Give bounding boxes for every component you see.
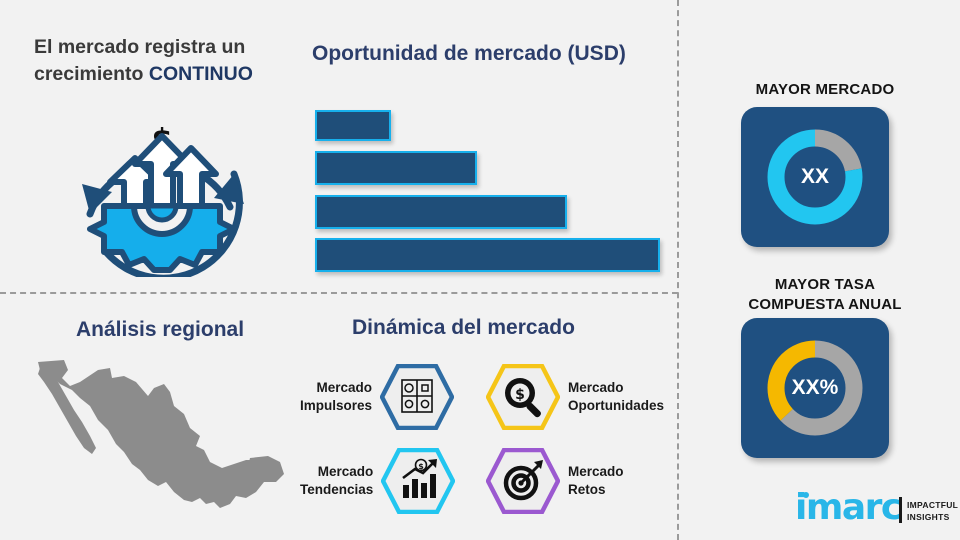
logo-separator-bar	[899, 497, 902, 523]
bar-4	[315, 238, 660, 272]
magnifier-dollar-target-icon: $	[485, 363, 561, 431]
largest-market-donut-card: XX	[741, 107, 889, 247]
highest-cagr-donut-card: XX%	[741, 318, 889, 458]
opportunity-bar-chart	[315, 110, 660, 272]
largest-market-donut	[767, 129, 863, 225]
target-arrow-icon	[485, 447, 561, 515]
growth-heading-accent: CONTINUO	[148, 62, 253, 85]
growth-heading-line2: crecimiento	[34, 62, 149, 85]
highest-cagr-title: MAYOR TASA COMPUESTA ANUAL	[748, 276, 902, 314]
bar-chart-growth-icon: $	[380, 447, 456, 515]
growth-heading-line1: El mercado registra un	[34, 36, 246, 58]
vertical-divider	[677, 0, 679, 540]
puzzle-pieces-icon	[379, 363, 455, 431]
opportunity-title: Oportunidad de mercado (USD)	[312, 42, 626, 65]
dynamics-item-impulsores[interactable]: Mercado Impulsores	[300, 363, 455, 431]
dynamics-item-oportunidades[interactable]: $ Mercado Oportunidades	[485, 363, 665, 431]
svg-text:$: $	[515, 387, 525, 403]
dynamics-item-tendencias[interactable]: Mercado Tendencias $	[300, 447, 456, 515]
dynamics-title: Dinámica del mercado	[352, 316, 575, 339]
largest-market-title: MAYOR MERCADO	[755, 81, 895, 98]
bar-1	[315, 110, 391, 141]
bar-2	[315, 151, 478, 185]
highest-cagr-donut	[767, 340, 863, 436]
horizontal-divider	[0, 292, 678, 294]
dynamics-item-retos[interactable]: Mercado Retos	[485, 447, 624, 515]
imarc-logo: imarc IMPACTFUL INSIGHTS	[795, 490, 958, 532]
dynamics-label-impulsores: Mercado Impulsores	[300, 379, 373, 413]
logo-dot-icon	[803, 492, 809, 498]
dynamics-label-oportunidades: Mercado Oportunidades	[568, 379, 665, 413]
dynamics-label-tendencias: Mercado Tendencias	[300, 463, 374, 497]
logo-tagline: IMPACTFUL INSIGHTS	[907, 500, 959, 523]
region-title: Análisis regional	[76, 318, 245, 341]
svg-text:$: $	[418, 462, 424, 471]
growth-gear-arrows-icon: $	[62, 102, 262, 282]
bar-3	[315, 195, 567, 229]
logo-wordmark: imarc	[795, 487, 902, 528]
mexico-map-silhouette	[24, 352, 294, 528]
dynamics-label-retos: Mercado Retos	[568, 463, 624, 497]
growth-heading: El mercado registra un crecimiento CONTI…	[34, 34, 304, 88]
